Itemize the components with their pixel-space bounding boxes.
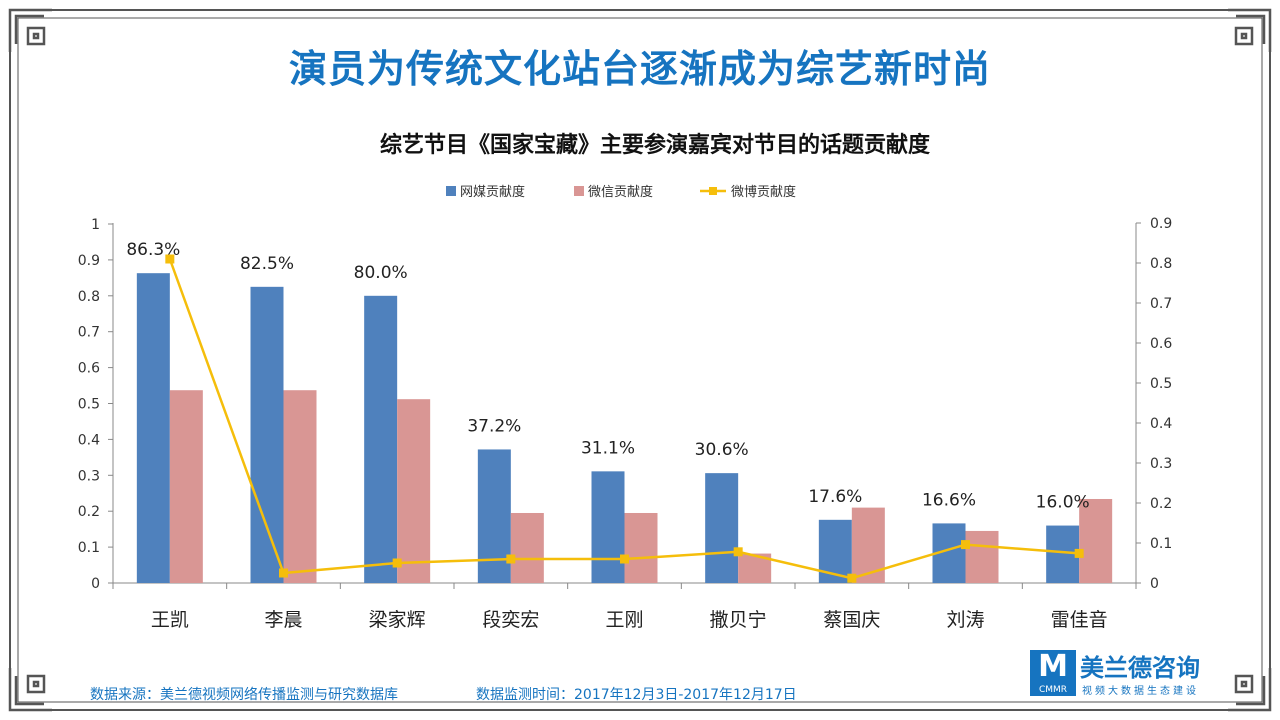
legend-item-3: 微博贡献度 <box>700 184 796 200</box>
legend-item-2: 微信贡献度 <box>574 184 653 200</box>
bar-wechat-2 <box>283 390 317 583</box>
bar-web-5 <box>591 471 625 583</box>
x-tick-label: 蔡国庆 <box>823 609 880 631</box>
bar-web-1 <box>136 273 170 583</box>
y-tick-label-right: 0.5 <box>1150 376 1172 392</box>
frame-inner <box>17 17 1263 703</box>
y-tick-label-left: 0.6 <box>78 361 100 377</box>
y-tick-label-right: 0.3 <box>1150 456 1172 472</box>
y-tick-label-right: 0.8 <box>1150 256 1172 272</box>
data-label-6: 30.6% <box>695 440 749 460</box>
y-tick-label-right: 0.2 <box>1150 496 1172 512</box>
data-label-2: 82.5% <box>240 254 294 274</box>
y-tick-label-left: 0.5 <box>78 397 100 413</box>
data-label-7: 17.6% <box>808 487 862 507</box>
bar-wechat-9 <box>1079 498 1113 583</box>
bar-web-4 <box>477 449 511 583</box>
point-weibo-3 <box>392 558 402 568</box>
y-tick-label-left: 1 <box>91 217 100 233</box>
y-tick-label-right: 0 <box>1150 576 1159 592</box>
y-tick-label-left: 0.9 <box>78 253 100 269</box>
cmmr-logo: M CMMR 美兰德咨询 视频大数据生态建设 <box>1030 648 1230 697</box>
frame-corner-bottom-right <box>1228 668 1272 712</box>
x-tick-label: 李晨 <box>264 609 302 631</box>
bar-web-2 <box>250 286 284 583</box>
frame-outer <box>9 9 1271 711</box>
bar-wechat-1 <box>169 390 203 583</box>
legend-label: 微博贡献度 <box>731 184 796 200</box>
logo-name: 美兰德咨询 <box>1080 654 1200 682</box>
data-label-8: 16.6% <box>922 490 976 510</box>
bar-web-9 <box>1046 525 1080 583</box>
point-weibo-5 <box>620 554 629 564</box>
bar-wechat-8 <box>965 530 999 583</box>
y-tick-label-right: 0.4 <box>1150 416 1172 432</box>
bar-wechat-3 <box>397 399 431 583</box>
point-weibo-2 <box>279 568 288 578</box>
data-label-3: 80.0% <box>354 263 408 283</box>
combo-chart: 网媒贡献度 微信贡献度 微博贡献度 0 0.1 0.2 0.3 0.4 0.5 0.6 0.7 0.8… <box>78 184 1173 631</box>
data-label-4: 37.2% <box>467 416 521 436</box>
point-weibo-6 <box>733 547 743 557</box>
data-label-5: 31.1% <box>581 438 635 458</box>
x-tick-label: 撒贝宁 <box>710 609 767 631</box>
x-tick-label: 王凯 <box>151 609 189 631</box>
y-tick-label-left: 0.2 <box>78 504 100 520</box>
bar-web-6 <box>705 473 739 583</box>
y-tick-label-left: 0.7 <box>78 325 100 341</box>
y-tick-label-left: 0.3 <box>78 468 100 484</box>
x-tick-label: 刘涛 <box>946 609 984 631</box>
footer-period: 数据监测时间：2017年12月3日-2017年12月17日 <box>476 687 797 703</box>
y-tick-label-right: 0.9 <box>1150 216 1172 232</box>
point-weibo-1 <box>165 254 175 264</box>
legend-item-1: 网媒贡献度 <box>446 184 525 200</box>
data-label-9: 16.0% <box>1036 493 1090 513</box>
page-title: 演员为传统文化站台逐渐成为综艺新时尚 <box>288 47 991 91</box>
legend-swatch <box>446 186 456 196</box>
frame-corner-bottom-left <box>8 668 52 712</box>
frame-corner-top-right <box>1228 8 1272 52</box>
y-tick-label-right: 0.6 <box>1150 336 1172 352</box>
y-tick-label-right: 0.1 <box>1150 536 1172 552</box>
legend-label: 网媒贡献度 <box>460 184 525 200</box>
frame-corner-top-left <box>8 8 52 52</box>
logo-mark-sub: CMMR <box>1030 684 1076 696</box>
x-tick-label: 段奕宏 <box>482 609 539 631</box>
y-tick-label-left: 0 <box>91 576 100 592</box>
logo-tagline: 视频大数据生态建设 <box>1082 686 1199 697</box>
legend-marker <box>709 187 717 195</box>
x-tick-label: 雷佳音 <box>1051 609 1108 631</box>
x-tick-label: 梁家辉 <box>369 609 426 631</box>
y-tick-label-left: 0.1 <box>78 540 100 556</box>
point-weibo-7 <box>847 573 857 583</box>
y-tick-label-left: 0.4 <box>78 432 100 448</box>
legend-label: 微信贡献度 <box>588 184 653 200</box>
legend-swatch <box>574 186 584 196</box>
point-weibo-4 <box>506 554 516 564</box>
x-tick-label: 王刚 <box>605 609 643 631</box>
bar-wechat-5 <box>624 512 658 583</box>
point-weibo-8 <box>961 540 970 550</box>
y-tick-label-right: 0.7 <box>1150 296 1172 312</box>
bar-web-3 <box>364 295 398 583</box>
point-weibo-9 <box>1074 548 1084 558</box>
chart-title: 综艺节目《国家宝藏》主要参演嘉宾对节目的话题贡献度 <box>379 133 930 158</box>
bar-wechat-4 <box>510 512 544 583</box>
bar-wechat-7 <box>851 507 885 583</box>
legend: 网媒贡献度 微信贡献度 微博贡献度 <box>446 184 796 200</box>
footer-source: 数据来源：美兰德视频网络传播监测与研究数据库 <box>90 687 398 703</box>
y-tick-label-left: 0.8 <box>78 289 100 305</box>
logo-mark: M <box>1030 650 1076 684</box>
